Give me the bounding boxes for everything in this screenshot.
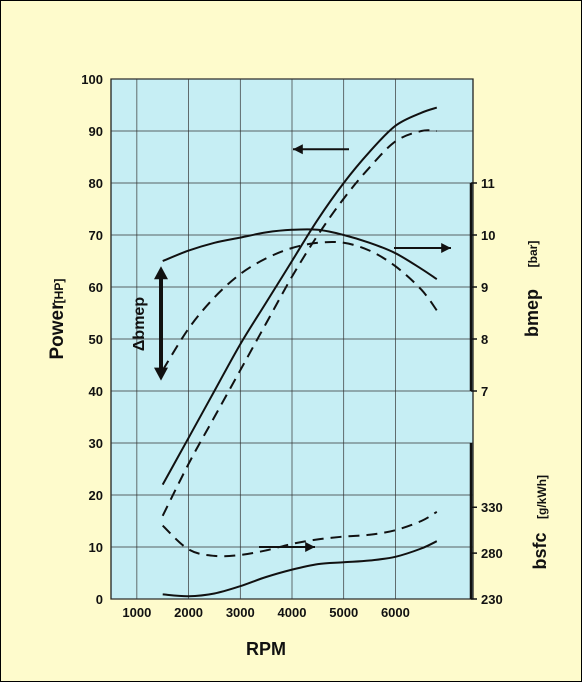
left-axis-title: Power bbox=[47, 302, 68, 360]
x-tick-label: 3000 bbox=[226, 605, 255, 620]
bmep-dashed-line bbox=[161, 240, 438, 371]
y-tick-label: 80 bbox=[89, 176, 103, 191]
y-tick-label: 20 bbox=[89, 488, 103, 503]
y-tick-label: 100 bbox=[81, 72, 103, 87]
bmep-axis-unit: [bar] bbox=[526, 241, 540, 268]
bmep-tick-label: 7 bbox=[481, 384, 488, 399]
bmep-tick-label: 8 bbox=[481, 332, 488, 347]
y-tick-label: 0 bbox=[96, 592, 103, 607]
bmep-axis-arrow bbox=[394, 243, 451, 253]
delta-bmep-arrow bbox=[154, 266, 168, 381]
bsfc-axis-unit: [g/kWh] bbox=[535, 475, 549, 519]
bmep-tick-label: 10 bbox=[481, 228, 495, 243]
bmep-axis-title: bmep bbox=[522, 289, 542, 337]
power-solid-line bbox=[161, 106, 438, 486]
bsfc-tick-label: 230 bbox=[481, 592, 503, 607]
y-tick-label: 30 bbox=[89, 436, 103, 451]
bmep-solid-line bbox=[162, 228, 438, 281]
bmep-tick-label: 11 bbox=[481, 176, 495, 191]
x-tick-label: 4000 bbox=[278, 605, 307, 620]
bsfc-axis-arrow bbox=[259, 542, 315, 552]
bsfc-solid-line bbox=[162, 540, 438, 598]
y-tick-label: 10 bbox=[89, 540, 103, 555]
bsfc-tick-label: 280 bbox=[481, 546, 503, 561]
left-axis-unit: [HP] bbox=[52, 279, 66, 304]
x-axis-title: RPM bbox=[246, 639, 286, 659]
y-tick-label: 60 bbox=[89, 280, 103, 295]
x-tick-label: 2000 bbox=[174, 605, 203, 620]
x-tick-label: 6000 bbox=[381, 605, 410, 620]
delta-bmep-label: Δbmep bbox=[131, 297, 148, 351]
bmep-tick-label: 9 bbox=[481, 280, 488, 295]
y-tick-label: 50 bbox=[89, 332, 103, 347]
y-tick-label: 40 bbox=[89, 384, 103, 399]
power-axis-arrow bbox=[293, 144, 349, 155]
bsfc-dashed-line bbox=[162, 510, 438, 558]
x-tick-label: 5000 bbox=[329, 605, 358, 620]
power-dashed-line bbox=[161, 129, 437, 517]
y-tick-label: 90 bbox=[89, 124, 103, 139]
y-tick-label: 70 bbox=[89, 228, 103, 243]
x-tick-label: 1000 bbox=[122, 605, 151, 620]
bsfc-tick-label: 330 bbox=[481, 500, 503, 515]
bsfc-axis-title: bsfc bbox=[530, 532, 550, 569]
